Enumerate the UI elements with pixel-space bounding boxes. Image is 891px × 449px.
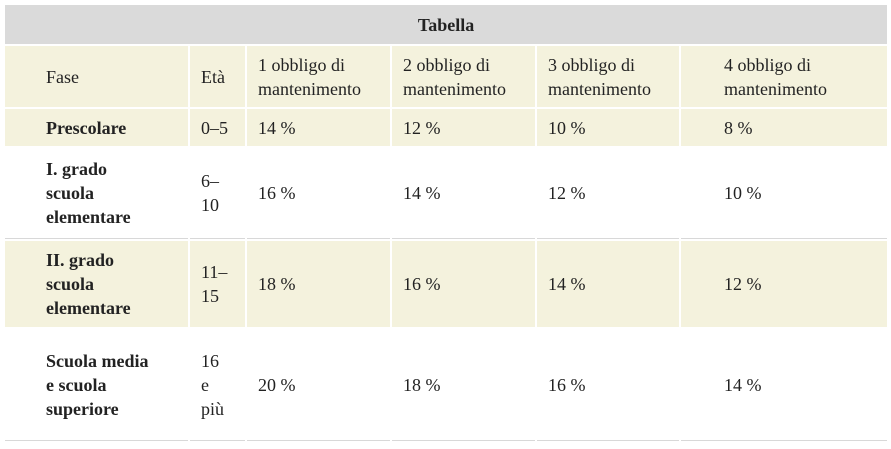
header-cell: Fase	[5, 46, 188, 107]
table-cell: 14 %	[537, 241, 679, 327]
table-cell: 10 %	[681, 148, 888, 239]
table-cell: 12 %	[681, 241, 888, 327]
table-cell: 10 %	[537, 109, 679, 146]
table-cell: 12 %	[537, 148, 679, 239]
header-cell: 2 obbligo di mantenimento	[392, 46, 535, 107]
table-cell: 16 %	[537, 329, 679, 441]
table-row: Prescolare 0–5 14 % 12 % 10 % 8 %	[5, 109, 888, 146]
header-row: Fase Età 1 obbligo di mantenimento 2 obblig…	[5, 46, 888, 107]
table-cell: 18 %	[247, 241, 390, 327]
table-body: Prescolare 0–5 14 % 12 % 10 % 8 % I. grado scu…	[5, 109, 888, 441]
table-cell: 18 %	[392, 329, 535, 441]
table-cell: 8 %	[681, 109, 888, 146]
table-row: Scuola media e scuola superiore 16 e più 2…	[5, 329, 888, 441]
row-label: Scuola media e scuola superiore	[5, 329, 188, 441]
row-label: I. grado scuola elementare	[5, 148, 188, 239]
table-title: Tabella	[5, 5, 888, 44]
table-cell: 12 %	[392, 109, 535, 146]
table-cell: 14 %	[392, 148, 535, 239]
row-label: Prescolare	[5, 109, 188, 146]
table-cell: 14 %	[247, 109, 390, 146]
table-cell: 11–15	[190, 241, 245, 327]
table-cell: 6–10	[190, 148, 245, 239]
header-cell: 4 obbligo di mantenimento	[681, 46, 888, 107]
table-cell: 0–5	[190, 109, 245, 146]
table-cell: 16 %	[247, 148, 390, 239]
table-row: II. grado scuola elementare 11–15 18 % 16 %…	[5, 241, 888, 327]
table-cell: 16 %	[392, 241, 535, 327]
table-cell: 14 %	[681, 329, 888, 441]
header-cell: Età	[190, 46, 245, 107]
table-row: I. grado scuola elementare 6–10 16 % 14 % 12…	[5, 148, 888, 239]
header-cell: 3 obbligo di mantenimento	[537, 46, 679, 107]
data-table: Tabella Fase Età 1 obbligo di mantenimento…	[3, 3, 889, 443]
table-cell: 20 %	[247, 329, 390, 441]
header-cell: 1 obbligo di mantenimento	[247, 46, 390, 107]
table-cell: 16 e più	[190, 329, 245, 441]
row-label: II. grado scuola elementare	[5, 241, 188, 327]
